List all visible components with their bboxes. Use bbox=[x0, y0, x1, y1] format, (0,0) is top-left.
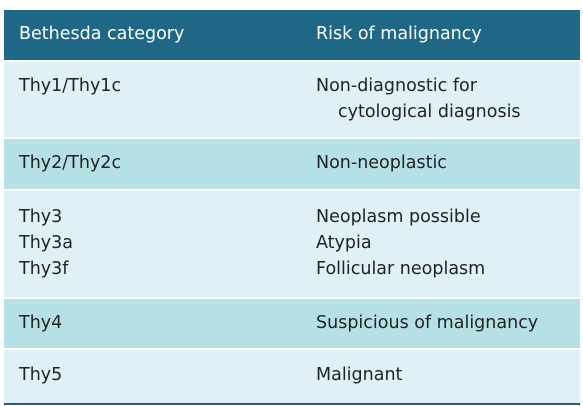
risk-cell: Suspicious of malignancy bbox=[316, 310, 538, 336]
table-row: Thy2/Thy2c Non-neoplastic bbox=[4, 137, 580, 189]
risk-text: Non-neoplastic bbox=[316, 153, 447, 173]
category-cell: Thy3 Thy3a Thy3f bbox=[19, 204, 73, 282]
category-text: Thy2/Thy2c bbox=[19, 153, 122, 173]
header-risk-of-malignancy: Risk of malignancy bbox=[316, 24, 482, 44]
table-row: Thy3 Thy3a Thy3f Neoplasm possible Atypi… bbox=[4, 189, 580, 297]
risk-cell: Non-neoplastic bbox=[316, 150, 447, 176]
risk-text: Follicular neoplasm bbox=[316, 259, 486, 279]
category-cell: Thy1/Thy1c bbox=[19, 73, 121, 99]
risk-text: Atypia bbox=[316, 233, 372, 253]
category-text: Thy3f bbox=[19, 259, 69, 279]
category-cell: Thy4 bbox=[19, 310, 62, 336]
risk-text: Non-diagnostic for bbox=[316, 76, 477, 96]
category-text: Thy5 bbox=[19, 365, 63, 385]
risk-cell: Malignant bbox=[316, 362, 402, 388]
table-row: Thy1/Thy1c Non-diagnostic for cytologica… bbox=[4, 60, 580, 147]
table-row: Thy4 Suspicious of malignancy bbox=[4, 297, 580, 348]
risk-text: Suspicious of malignancy bbox=[316, 313, 539, 333]
table-header-row: Bethesda category Risk of malignancy bbox=[4, 10, 580, 60]
table-row: Thy5 Malignant bbox=[4, 348, 580, 403]
category-text: Thy3a bbox=[19, 233, 73, 253]
category-cell: Thy5 bbox=[19, 362, 62, 388]
header-bethesda-category: Bethesda category bbox=[19, 24, 185, 44]
category-text: Thy3 bbox=[19, 207, 63, 227]
category-text: Thy4 bbox=[19, 313, 63, 333]
risk-text: Neoplasm possible bbox=[316, 207, 481, 227]
category-cell: Thy2/Thy2c bbox=[19, 150, 121, 176]
risk-text: Malignant bbox=[316, 365, 403, 385]
risk-text: cytological diagnosis bbox=[338, 102, 521, 122]
bethesda-table: Bethesda category Risk of malignancy Thy… bbox=[4, 10, 580, 405]
risk-cell: Non-diagnostic for cytological diagnosis bbox=[316, 73, 521, 125]
risk-cell: Neoplasm possible Atypia Follicular neop… bbox=[316, 204, 485, 282]
category-text: Thy1/Thy1c bbox=[19, 76, 122, 96]
